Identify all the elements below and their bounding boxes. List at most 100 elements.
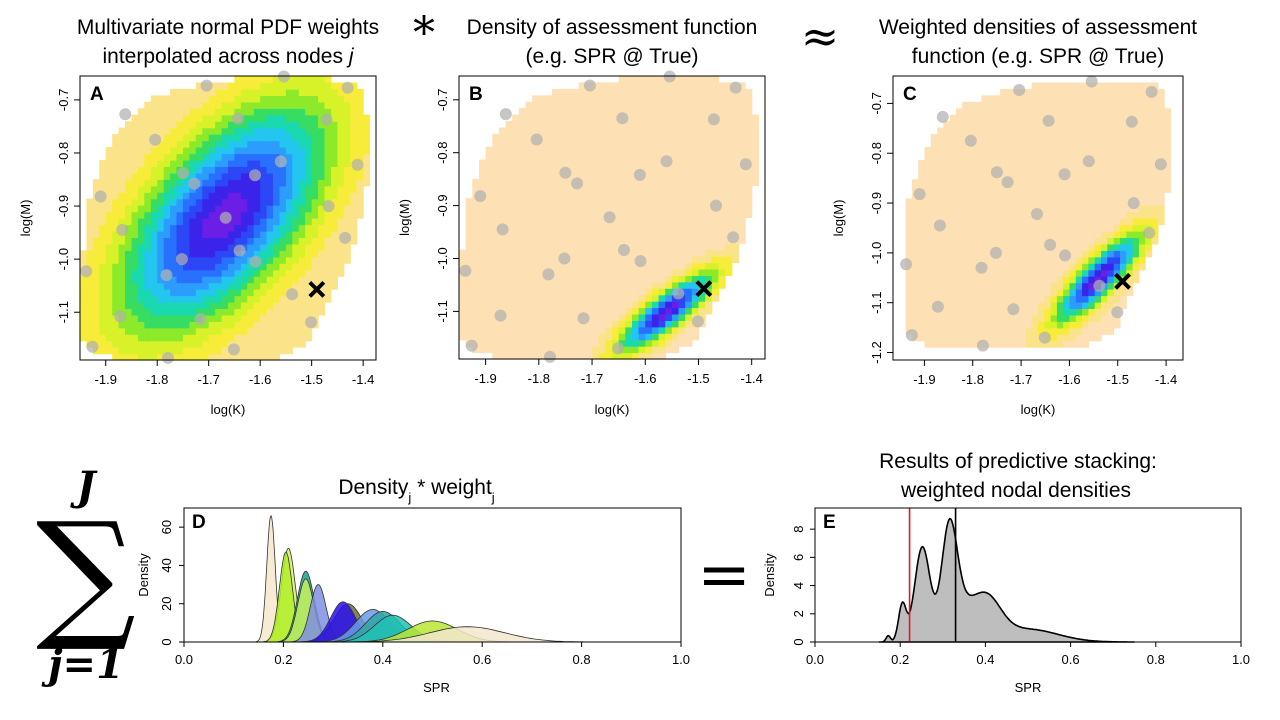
heat-cell [981, 237, 989, 245]
heat-cell [651, 288, 660, 296]
heat-cell [956, 276, 963, 284]
heat-cell [292, 153, 300, 161]
heat-cell [1126, 95, 1134, 103]
heat-cell [698, 230, 706, 238]
heat-cell [698, 198, 706, 206]
heat-cell [1050, 211, 1058, 219]
heat-cell [498, 153, 507, 161]
heat-cell [131, 198, 139, 206]
heat-cell [202, 140, 210, 148]
heat-cell [658, 256, 666, 264]
heat-cell [565, 88, 573, 96]
heat-cell [1025, 153, 1033, 161]
heat-cell [189, 108, 197, 116]
heat-cell [665, 339, 673, 347]
heat-cell [492, 294, 500, 302]
heat-cell [1038, 218, 1045, 226]
heat-cell [1138, 140, 1146, 148]
heat-cell [189, 237, 197, 245]
heat-cell [993, 121, 1001, 129]
heat-cell [118, 334, 126, 342]
heat-cell [472, 204, 480, 212]
heat-cell [1101, 276, 1108, 284]
heat-cell [512, 159, 520, 167]
heat-cell [1012, 153, 1020, 161]
heat-cell [221, 121, 229, 129]
heat-cell [592, 198, 600, 206]
heat-cell [260, 353, 268, 361]
heat-cell [1000, 301, 1008, 309]
heat-cell [645, 146, 653, 154]
heat-cell [949, 314, 957, 322]
heat-cell [698, 307, 706, 315]
heat-cell [605, 339, 613, 347]
heat-cell [260, 88, 268, 96]
heat-cell [189, 205, 197, 213]
heat-cell [962, 276, 970, 284]
heat-cell [956, 108, 963, 116]
heat-cell [318, 172, 326, 180]
heat-cell [298, 134, 306, 142]
heat-cell [525, 153, 533, 161]
heat-cell [498, 185, 507, 193]
heat-cell [987, 218, 995, 226]
heat-cell [125, 263, 132, 271]
heat-cell [968, 334, 976, 342]
heat-cell [558, 223, 567, 231]
heat-cell [993, 114, 1001, 122]
heat-cell [1107, 108, 1115, 116]
heat-cell [305, 121, 313, 129]
heat-cell [163, 340, 171, 348]
heat-cell [651, 101, 660, 109]
heat-cell [266, 159, 274, 167]
heat-cell [170, 314, 178, 322]
heat-cell [125, 218, 132, 226]
heat-cell [324, 269, 332, 277]
heat-cell [150, 327, 158, 335]
heat-cell [285, 334, 293, 342]
heat-cell [266, 218, 274, 226]
heat-cell [183, 218, 190, 226]
heat-cell [498, 133, 507, 141]
heat-cell [598, 333, 606, 341]
heat-cell [918, 263, 926, 271]
heat-cell [751, 114, 759, 122]
heat-cell [645, 301, 653, 309]
heat-cell [545, 211, 553, 219]
heat-cell [658, 82, 666, 90]
heat-cell [618, 326, 626, 334]
heat-cell [1101, 166, 1108, 174]
heat-cell [305, 147, 313, 155]
heat-cell [195, 127, 203, 135]
heat-cell [1019, 179, 1026, 187]
heat-cell [356, 153, 364, 161]
heat-cell [1107, 308, 1115, 316]
heat-cell [612, 95, 620, 103]
heat-cell [705, 301, 713, 309]
node-point [660, 155, 673, 168]
heat-cell [485, 178, 493, 186]
heat-cell [92, 198, 100, 206]
heat-cell [234, 334, 242, 342]
heat-cell [247, 114, 255, 122]
heat-cell [512, 243, 520, 251]
heat-cell [1088, 301, 1096, 309]
heat-cell [949, 301, 957, 309]
heat-cell [1113, 301, 1121, 309]
heat-cell [260, 250, 268, 258]
node-point [119, 108, 132, 121]
heat-cell [993, 256, 1001, 264]
heat-cell [1094, 205, 1102, 213]
heat-cell [1025, 263, 1033, 271]
heat-cell [1006, 282, 1014, 290]
heat-cell [1107, 192, 1115, 200]
heat-cell [911, 301, 919, 309]
heat-cell [671, 269, 680, 276]
heat-cell [698, 185, 706, 193]
heat-cell [1050, 172, 1058, 180]
heat-cell [298, 334, 306, 342]
heat-cell [949, 250, 957, 258]
heat-cell [279, 334, 287, 342]
heat-cell [163, 205, 171, 213]
heat-cell [598, 256, 606, 264]
